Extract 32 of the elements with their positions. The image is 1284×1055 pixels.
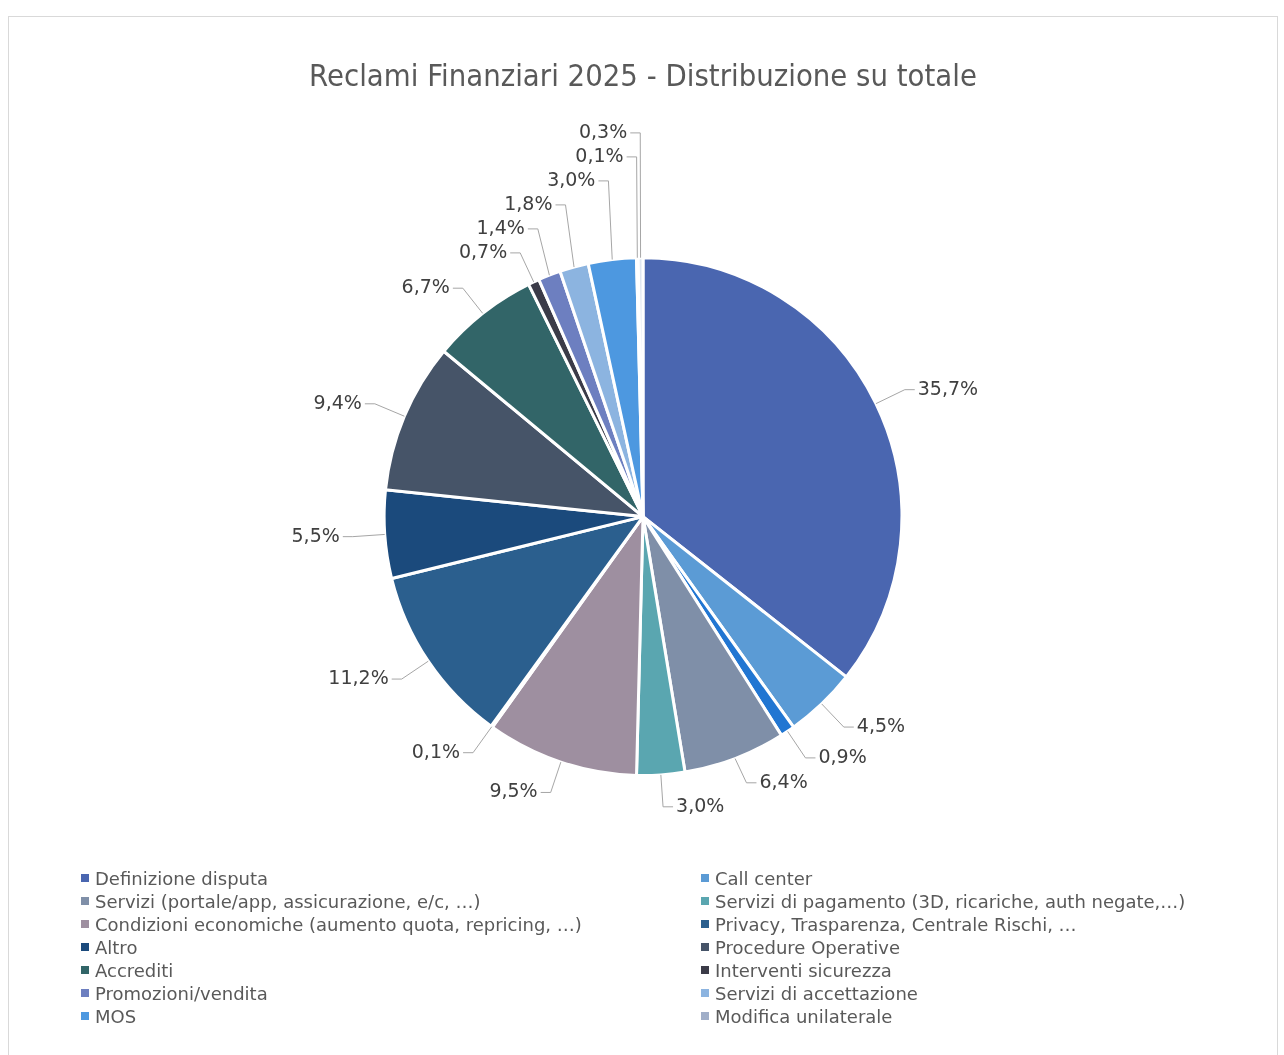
- legend-label: MOS: [95, 1005, 137, 1027]
- data-label: 3,0%: [547, 167, 596, 190]
- data-label: 4,5%: [856, 714, 906, 737]
- legend-label: Condizioni economiche (aumento quota, repricing, …): [95, 913, 582, 935]
- data-label: 35,7%: [917, 376, 979, 399]
- data-label: 5,5%: [291, 523, 340, 546]
- data-label: 3,0%: [676, 793, 725, 816]
- data-label: 9,5%: [489, 779, 538, 802]
- data-label: 0,3%: [578, 119, 628, 142]
- legend-label: Accrediti: [95, 959, 174, 981]
- data-label: 6,7%: [401, 275, 450, 298]
- data-label: 9,4%: [313, 390, 362, 413]
- legend-label: Definizione disputa: [95, 867, 269, 889]
- data-label: 11,2%: [328, 666, 389, 689]
- data-label: 0,1%: [411, 739, 461, 762]
- legend-label: Call center: [715, 867, 813, 889]
- legend-label: Servizi (portale/app, assicurazione, e/c, …): [95, 890, 481, 912]
- data-label: 0,7%: [458, 239, 508, 262]
- data-label: 0,9%: [818, 744, 867, 767]
- legend-label: Servizi di accettazione: [715, 982, 918, 1004]
- legend-label: Promozioni/vendita: [95, 982, 268, 1004]
- legend-label: Altro: [95, 936, 138, 958]
- data-label: 1,8%: [504, 191, 553, 214]
- legend-label: Procedure Operative: [715, 936, 901, 958]
- legend-label: Modifica unilaterale: [715, 1005, 893, 1027]
- data-label: 1,4%: [476, 215, 525, 238]
- legend-label: Privacy, Trasparenza, Centrale Rischi, …: [715, 913, 1077, 935]
- legend-label: Interventi sicurezza: [715, 959, 892, 981]
- legend-label: Servizi di pagamento (3D, ricariche, auth negate,…): [715, 890, 1186, 912]
- data-label: 0,1%: [575, 143, 624, 166]
- data-label: 6,4%: [759, 769, 808, 792]
- chart-title: Reclami Finanziari 2025 - Distribuzione su totale: [309, 57, 977, 94]
